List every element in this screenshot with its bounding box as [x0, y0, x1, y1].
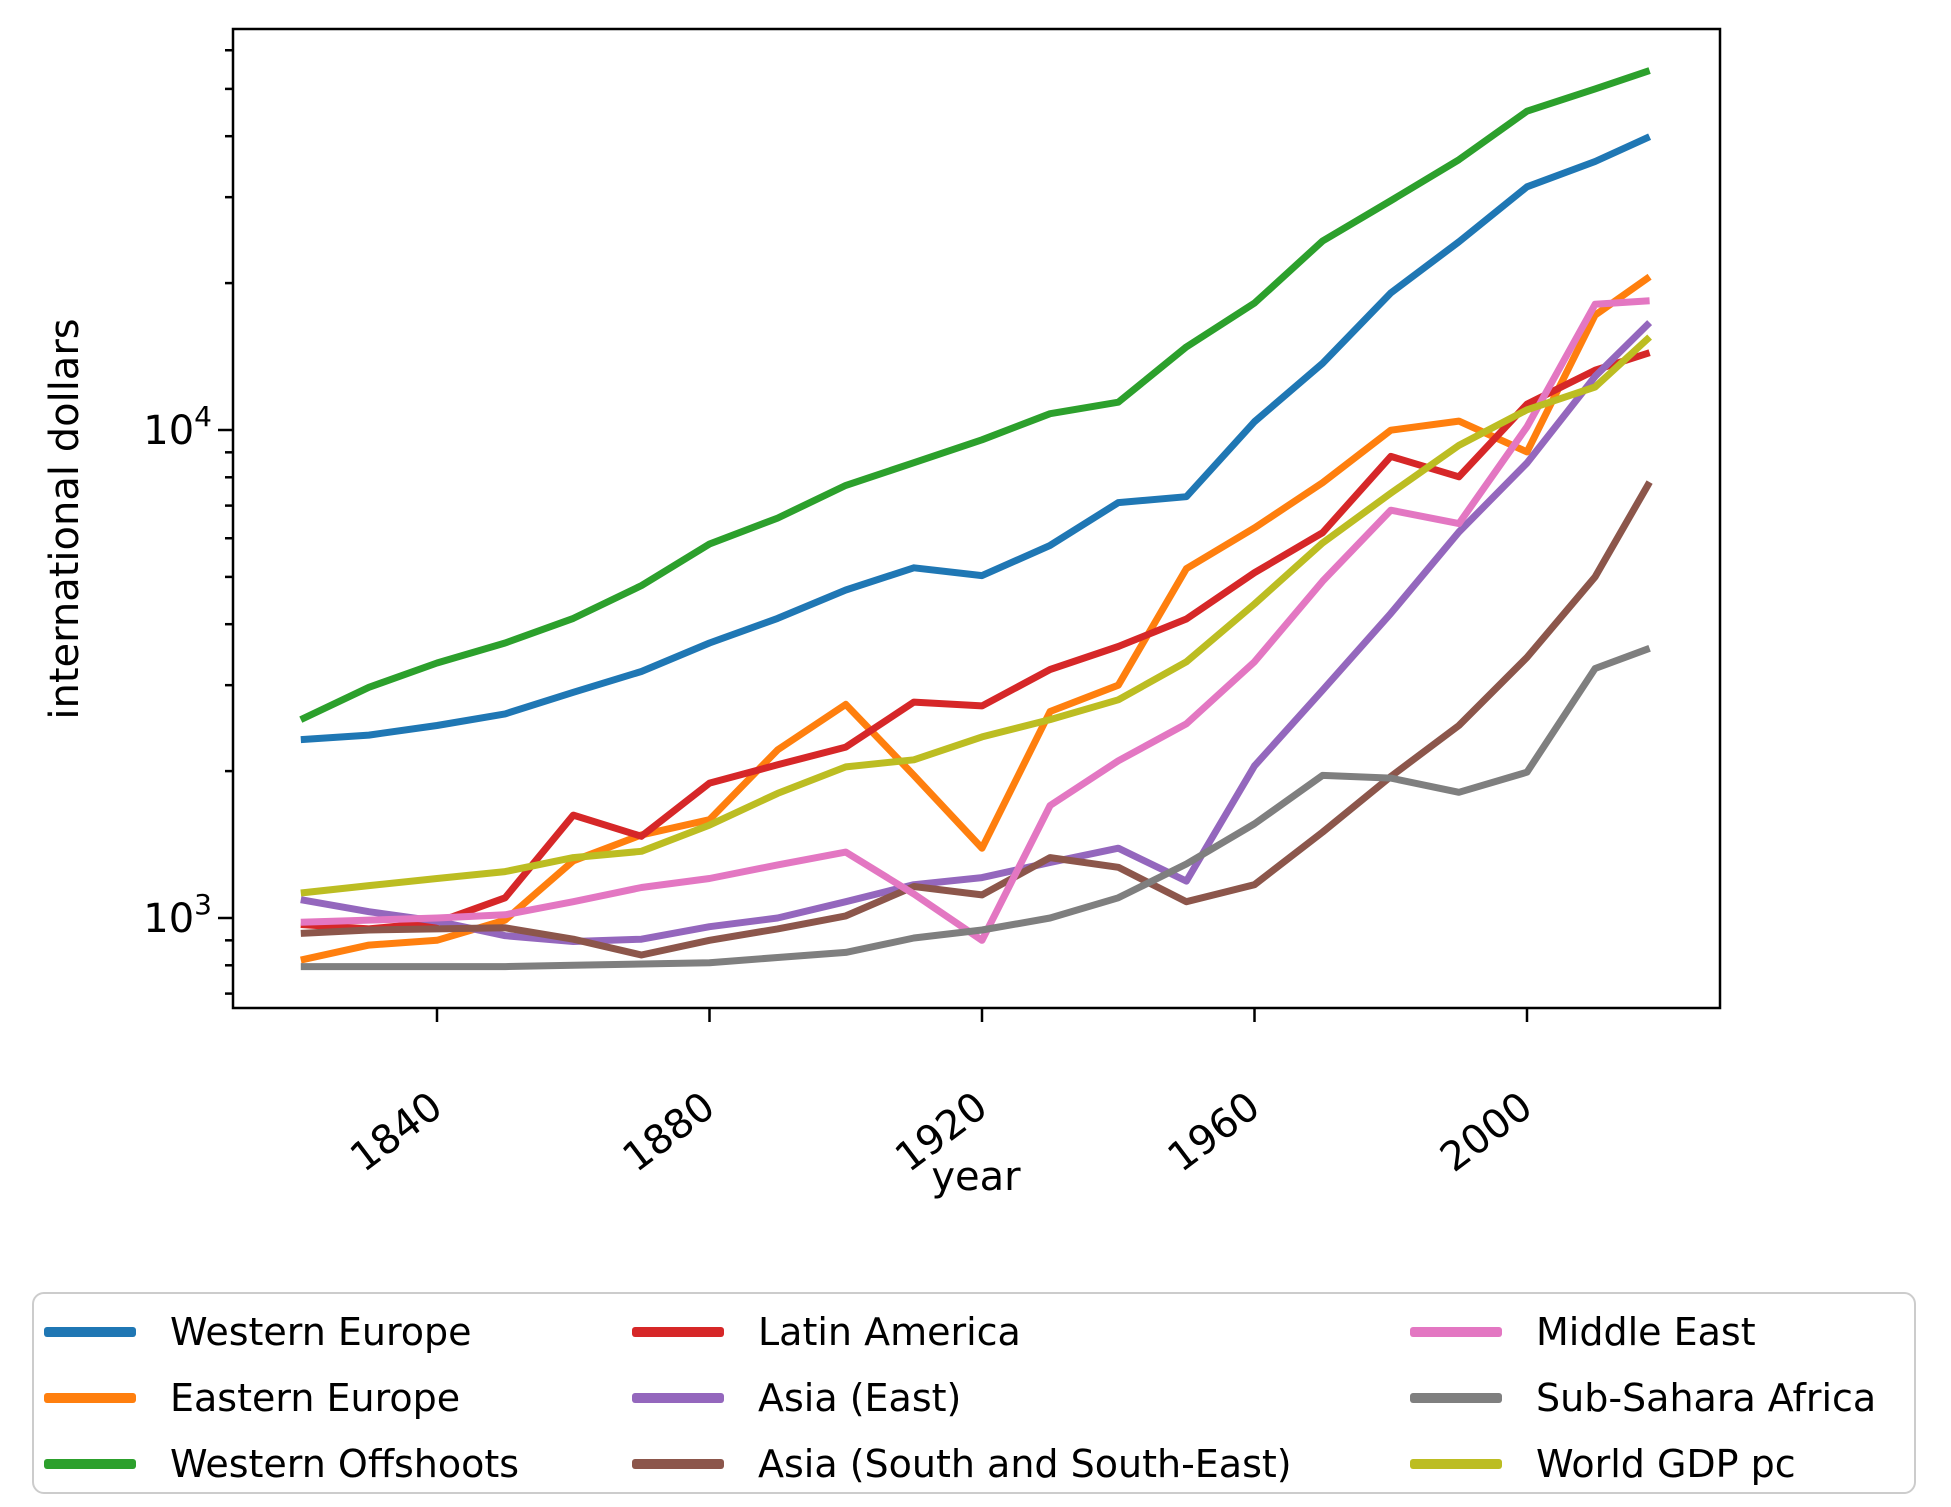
plot-border — [231, 27, 1722, 1010]
legend: Western Europe Eastern Europe Western Offs… — [32, 1292, 1916, 1494]
plot-series — [299, 67, 1653, 971]
legend-item-western-offshoots: Western Offshoots — [44, 1442, 520, 1486]
legend-item-world-gdp-pc: World GDP pc — [1410, 1442, 1796, 1486]
y-axis-title: international dollars — [42, 318, 88, 719]
legend-item-eastern-europe: Eastern Europe — [44, 1376, 461, 1420]
legend-item-latin-america: Latin America — [632, 1310, 1021, 1354]
series-line-western-offshoots — [299, 67, 1651, 723]
legend-handle-latin-america — [632, 1327, 724, 1337]
legend-handle-asia-south-and-south-east — [632, 1459, 724, 1469]
series-line-western-europe — [300, 133, 1652, 744]
series-line-middle-east — [300, 297, 1650, 944]
x-axis-ticks — [435, 1008, 1529, 1022]
series-line-asia-east — [300, 320, 1653, 945]
y-axis-tick-labels: 103 104 — [143, 400, 212, 942]
legend-label-world-gdp-pc: World GDP pc — [1536, 1442, 1796, 1486]
legend-handle-eastern-europe — [44, 1393, 136, 1403]
legend-handle-western-europe — [44, 1327, 136, 1337]
legend-label-western-europe: Western Europe — [170, 1310, 472, 1354]
y-tick-label-10e3: 103 — [143, 888, 212, 942]
x-tick-label-2000: 2000 — [1432, 1083, 1541, 1181]
x-tick-label-1880: 1880 — [615, 1083, 724, 1181]
x-axis-title: year — [931, 1154, 1021, 1200]
legend-label-western-offshoots: Western Offshoots — [170, 1442, 520, 1486]
y-tick-label-10e4: 104 — [143, 400, 212, 454]
x-tick-label-1840: 1840 — [342, 1083, 451, 1181]
legend-label-asia-east: Asia (East) — [758, 1376, 962, 1420]
legend-label-asia-south-and-south-east: Asia (South and South-East) — [758, 1442, 1292, 1486]
series-line-eastern-europe — [300, 273, 1652, 964]
legend-item-asia-south-and-south-east: Asia (South and South-East) — [632, 1442, 1292, 1486]
legend-label-latin-america: Latin America — [758, 1310, 1021, 1354]
legend-item-western-europe: Western Europe — [44, 1310, 472, 1354]
y-axis-ticks — [218, 49, 233, 995]
legend-item-asia-east: Asia (East) — [632, 1376, 962, 1420]
series-line-world-gdp-pc — [300, 334, 1652, 897]
legend-handle-asia-east — [632, 1393, 724, 1403]
legend-handle-world-gdp-pc — [1410, 1459, 1502, 1469]
x-tick-label-1960: 1960 — [1160, 1083, 1269, 1181]
legend-handle-western-offshoots — [44, 1459, 136, 1469]
legend-label-eastern-europe: Eastern Europe — [170, 1376, 461, 1420]
series-line-asia-south-and-south-east — [300, 480, 1653, 959]
legend-handle-middle-east — [1410, 1327, 1502, 1337]
legend-label-middle-east: Middle East — [1536, 1310, 1756, 1354]
legend-item-sub-sahara-africa: Sub-Sahara Africa — [1410, 1376, 1877, 1420]
legend-handle-sub-sahara-africa — [1410, 1393, 1502, 1403]
series-line-sub-sahara-africa — [300, 645, 1651, 971]
legend-item-middle-east: Middle East — [1410, 1310, 1756, 1354]
legend-label-sub-sahara-africa: Sub-Sahara Africa — [1536, 1376, 1877, 1420]
